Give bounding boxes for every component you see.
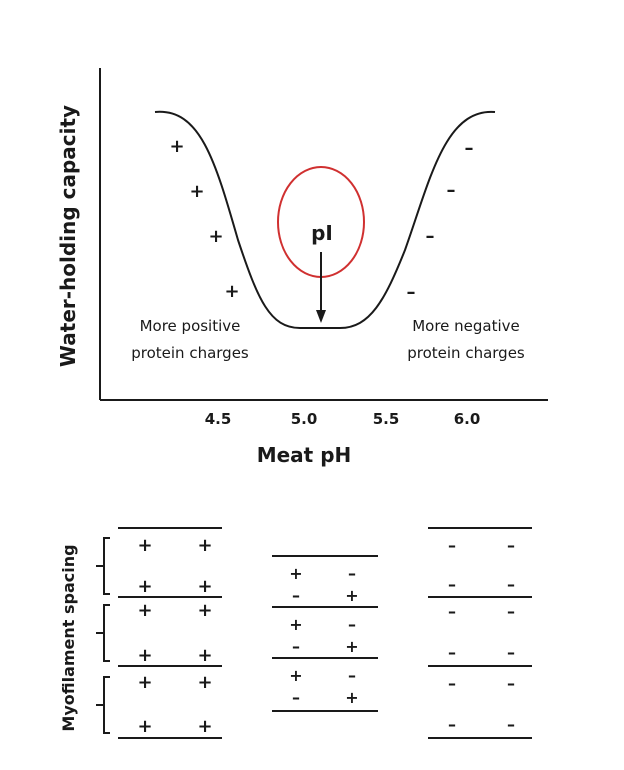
plus-sign: + <box>289 564 302 583</box>
minus-sign: – <box>507 575 515 594</box>
right-minus-sign: – <box>447 180 456 201</box>
minus-sign: – <box>507 715 515 734</box>
minus-sign: – <box>292 688 300 707</box>
minus-sign: – <box>448 536 456 555</box>
pI-arrow-head <box>316 310 326 323</box>
plus-sign: + <box>137 600 152 621</box>
left-plus-sign: + <box>189 181 204 202</box>
plus-sign: + <box>197 672 212 693</box>
right-minus-sign: – <box>426 226 435 247</box>
plus-sign: + <box>197 535 212 556</box>
minus-sign: – <box>292 637 300 656</box>
minus-sign: – <box>507 643 515 662</box>
right-minus-sign: – <box>407 282 416 303</box>
plus-sign: + <box>137 576 152 597</box>
y-axis-title: Water-holding capacity <box>56 105 80 367</box>
plus-sign: + <box>289 666 302 685</box>
x-tick-4-5: 4.5 <box>205 410 232 428</box>
column-isoelectric: + – – + + – – + + – – + <box>272 555 378 712</box>
left-plus-sign: + <box>224 281 239 302</box>
minus-sign: – <box>348 615 356 634</box>
minus-sign: – <box>448 674 456 693</box>
minus-sign: – <box>448 602 456 621</box>
wh-curve <box>154 110 496 329</box>
plus-sign: + <box>137 645 152 666</box>
right-minus-sign: – <box>465 138 474 159</box>
myofilament-diagram: Myofilament spacing + + + + + + + + + + … <box>59 527 532 739</box>
myofilament-axis-title: Myofilament spacing <box>59 544 78 731</box>
x-axis-title: Meat pH <box>257 443 352 467</box>
plus-sign: + <box>345 586 358 605</box>
spacing-bracket <box>96 676 110 734</box>
plus-sign: + <box>345 637 358 656</box>
plus-sign: + <box>137 716 152 737</box>
spacing-bracket <box>96 604 110 662</box>
plus-sign: + <box>137 535 152 556</box>
spacing-bracket <box>96 537 110 595</box>
plus-sign: + <box>197 576 212 597</box>
plus-sign: + <box>197 645 212 666</box>
minus-sign: – <box>348 564 356 583</box>
x-tick-5-0: 5.0 <box>291 410 318 428</box>
minus-sign: – <box>448 575 456 594</box>
minus-sign: – <box>448 643 456 662</box>
minus-sign: – <box>348 666 356 685</box>
plus-sign: + <box>197 600 212 621</box>
wh-chart: Water-holding capacity 4.5 5.0 5.5 6.0 M… <box>56 68 548 467</box>
minus-sign: – <box>448 715 456 734</box>
minus-sign: – <box>292 586 300 605</box>
note-right-line1: More negative <box>412 317 520 335</box>
note-left-line2: protein charges <box>131 344 249 362</box>
note-left-line1: More positive <box>140 317 241 335</box>
x-tick-6-0: 6.0 <box>454 410 481 428</box>
column-negative: – – – – – – – – – – – – <box>428 527 532 739</box>
x-tick-5-5: 5.5 <box>373 410 400 428</box>
minus-sign: – <box>507 674 515 693</box>
left-plus-sign: + <box>169 136 184 157</box>
plus-sign: + <box>137 672 152 693</box>
pI-label: pI <box>311 221 333 245</box>
plus-sign: + <box>197 716 212 737</box>
note-right-line2: protein charges <box>407 344 525 362</box>
column-positive: + + + + + + + + + + + + <box>118 527 222 739</box>
plus-sign: + <box>345 688 358 707</box>
minus-sign: – <box>507 536 515 555</box>
minus-sign: – <box>507 602 515 621</box>
left-plus-sign: + <box>208 226 223 247</box>
plus-sign: + <box>289 615 302 634</box>
